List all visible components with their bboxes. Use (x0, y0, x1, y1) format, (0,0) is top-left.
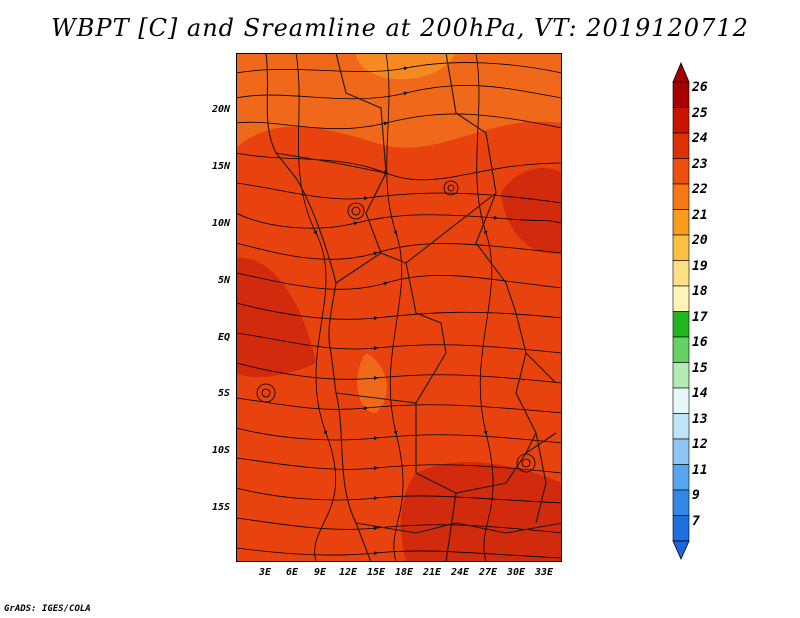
colorbar-segment (672, 489, 690, 516)
colorbar-segment (672, 260, 690, 287)
lon-label: 18E (394, 567, 414, 578)
colorbar-label: 18 (692, 284, 708, 299)
colorbar (672, 62, 690, 560)
borders (265, 53, 562, 562)
colorbar-label: 17 (692, 309, 708, 325)
colorbar-segment (672, 234, 690, 261)
colorbar-label: 15 (692, 360, 708, 376)
colorbar-segment (672, 438, 690, 465)
colorbar-label: 24 (692, 131, 708, 146)
colorbar-label: 9 (692, 488, 700, 503)
map-panel (236, 53, 562, 562)
colorbar-segment (672, 132, 690, 159)
colorbar-label: 25 (692, 105, 708, 121)
colorbar-segment (672, 464, 690, 491)
warm-region-southeast (400, 462, 562, 562)
lon-label: 6E (285, 567, 299, 578)
vortices (256, 180, 536, 473)
colorbar-label: 23 (692, 156, 708, 172)
colorbar-segment (672, 107, 690, 134)
colorbar-top-cap (672, 62, 690, 83)
chart-title: WBPT [C] and Sreamline at 200hPa, VT: 20… (51, 14, 749, 42)
lon-label: 21E (422, 567, 442, 578)
lat-label: EQ (217, 332, 230, 343)
lat-label: 5S (217, 388, 230, 399)
coolest-region-north (356, 53, 456, 80)
lon-label: 33E (534, 567, 554, 578)
colorbar-label: 14 (692, 386, 708, 401)
lat-label: 15S (211, 502, 230, 513)
colorbar-label: 22 (692, 182, 708, 197)
colorbar-label: 7 (692, 513, 700, 529)
colorbar-label: 20 (692, 233, 708, 248)
colorbar-segment (672, 362, 690, 389)
lat-label: 15N (211, 161, 230, 172)
lon-label: 27E (478, 567, 498, 578)
lon-label: 12E (338, 567, 358, 578)
lon-label: 3E (258, 567, 272, 578)
colorbar-label: 16 (692, 335, 708, 350)
colorbar-label: 13 (692, 411, 708, 427)
colorbar-segment (672, 158, 690, 185)
colorbar-segment (672, 336, 690, 363)
colorbar-label: 12 (692, 437, 708, 452)
colorbar-segment (672, 515, 690, 542)
warm-region-east (501, 168, 562, 254)
warm-region-west (236, 257, 316, 378)
lon-label: 30E (506, 567, 526, 578)
lat-label: 10S (211, 445, 230, 456)
cool-region-north (236, 53, 562, 148)
lon-label: 24E (450, 567, 470, 578)
colorbar-segment (672, 183, 690, 210)
colorbar-bottom-cap (672, 540, 690, 560)
lat-label: 10N (211, 218, 230, 229)
colorbar-label: 26 (692, 80, 708, 95)
colorbar-segment (672, 311, 690, 338)
colorbar-segment (672, 387, 690, 414)
lat-label: 5N (217, 275, 230, 286)
colorbar-segment (672, 209, 690, 236)
colorbar-label: 21 (692, 207, 708, 223)
lat-label: 20N (211, 104, 230, 115)
footer-credit: GrADS: IGES/COLA (4, 604, 91, 614)
lon-label: 15E (366, 567, 386, 578)
colorbar-segment (672, 413, 690, 440)
colorbar-label: 19 (692, 258, 708, 274)
colorbar-label: 11 (692, 462, 708, 478)
colorbar-segment (672, 285, 690, 312)
streamlines (236, 53, 562, 562)
colorbar-segment (672, 81, 690, 108)
lon-label: 9E (313, 567, 327, 578)
